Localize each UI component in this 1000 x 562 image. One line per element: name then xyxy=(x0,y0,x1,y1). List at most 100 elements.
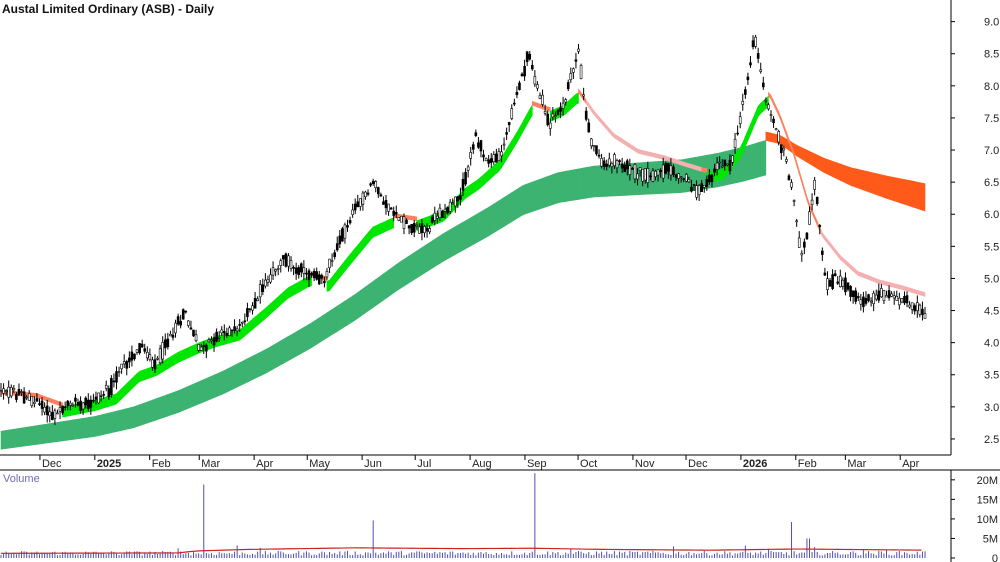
candle-body xyxy=(510,108,514,119)
band-segment xyxy=(385,219,389,232)
candle-body xyxy=(238,324,241,326)
candle-body xyxy=(728,159,732,172)
band-segment xyxy=(377,275,382,305)
band-segment xyxy=(249,355,253,382)
candle-body xyxy=(0,390,3,392)
candle-body xyxy=(844,277,847,293)
band-segment xyxy=(467,217,472,248)
band-segment xyxy=(118,409,122,432)
candle-body xyxy=(661,164,665,179)
candle-body xyxy=(328,258,331,268)
candle-body xyxy=(641,169,644,182)
band-segment xyxy=(547,175,551,207)
candle-body xyxy=(756,53,760,59)
band-segment xyxy=(185,347,189,360)
candle-body xyxy=(269,274,272,283)
candle-body xyxy=(146,351,149,359)
candle-body xyxy=(99,395,103,398)
band-segment xyxy=(339,302,343,331)
candle-body xyxy=(815,197,819,204)
candle-body xyxy=(174,322,177,334)
band-segment xyxy=(241,325,246,339)
candle-body xyxy=(2,388,5,394)
candle-body xyxy=(849,285,852,297)
candle-body xyxy=(387,203,390,212)
candle-body xyxy=(500,151,503,157)
band-segment xyxy=(52,398,56,405)
candle-body xyxy=(520,73,524,77)
band-segment xyxy=(272,298,276,313)
band-segment xyxy=(883,280,887,286)
candle-body xyxy=(284,253,288,267)
candle-body xyxy=(772,118,775,124)
candle-body xyxy=(40,400,44,409)
band-segment xyxy=(164,357,169,371)
candle-body xyxy=(353,203,357,211)
band-segment xyxy=(390,265,395,296)
candle-body xyxy=(795,220,798,223)
candle-body xyxy=(117,371,121,373)
price-candles xyxy=(0,34,927,425)
band-segment xyxy=(388,267,392,298)
band-segment xyxy=(873,277,877,283)
candle-body xyxy=(30,396,34,406)
band-segment xyxy=(324,312,328,341)
candle-body xyxy=(351,209,354,215)
band-segment xyxy=(100,413,104,436)
band-segment xyxy=(259,350,264,377)
band-segment xyxy=(221,370,225,396)
band-segment xyxy=(193,343,197,356)
band-segment xyxy=(411,252,415,282)
band-segment xyxy=(870,276,874,282)
band-segment xyxy=(416,248,420,279)
band-segment xyxy=(752,143,756,179)
band-segment xyxy=(123,408,128,431)
band-segment xyxy=(896,177,900,203)
candle-body xyxy=(759,69,763,72)
band-segment xyxy=(203,378,207,403)
candle-body xyxy=(215,331,218,342)
band-segment xyxy=(534,179,538,212)
band-segment xyxy=(411,215,415,221)
band-segment xyxy=(226,367,230,393)
candle-body xyxy=(289,260,293,269)
time-tick-label: Nov xyxy=(635,458,655,470)
candle-body xyxy=(823,272,827,276)
candle-body xyxy=(292,267,295,269)
candle-body xyxy=(679,176,683,179)
candle-body xyxy=(456,196,460,202)
candle-body xyxy=(320,275,324,279)
band-segment xyxy=(87,416,92,438)
candle-body xyxy=(469,152,473,159)
candle-body xyxy=(7,386,10,398)
candle-body xyxy=(369,183,372,186)
band-segment xyxy=(393,263,397,294)
price-tick-label: 3.5 xyxy=(984,370,999,382)
band-segment xyxy=(650,151,654,158)
candle-body xyxy=(89,399,93,408)
candle-body xyxy=(761,82,765,88)
band-segment xyxy=(521,184,525,216)
band-segment xyxy=(868,275,872,281)
candle-body xyxy=(695,185,698,198)
candle-body xyxy=(625,160,629,170)
band-segment xyxy=(259,309,264,324)
candle-body xyxy=(76,402,80,406)
band-segment xyxy=(750,143,754,180)
band-segment xyxy=(41,424,45,445)
candle-body xyxy=(682,178,686,180)
band-segment xyxy=(136,370,140,385)
candle-body xyxy=(536,84,539,89)
band-segment xyxy=(452,226,456,257)
candle-body xyxy=(887,290,891,299)
band-segment xyxy=(354,291,359,321)
band-segment xyxy=(49,422,53,443)
volume-tick-label: 20M xyxy=(977,475,998,487)
band-segment xyxy=(891,282,895,288)
band-segment xyxy=(547,106,551,112)
band-segment xyxy=(893,283,898,289)
candle-body xyxy=(135,349,139,353)
candle-body xyxy=(620,163,624,169)
band-segment xyxy=(318,315,323,344)
